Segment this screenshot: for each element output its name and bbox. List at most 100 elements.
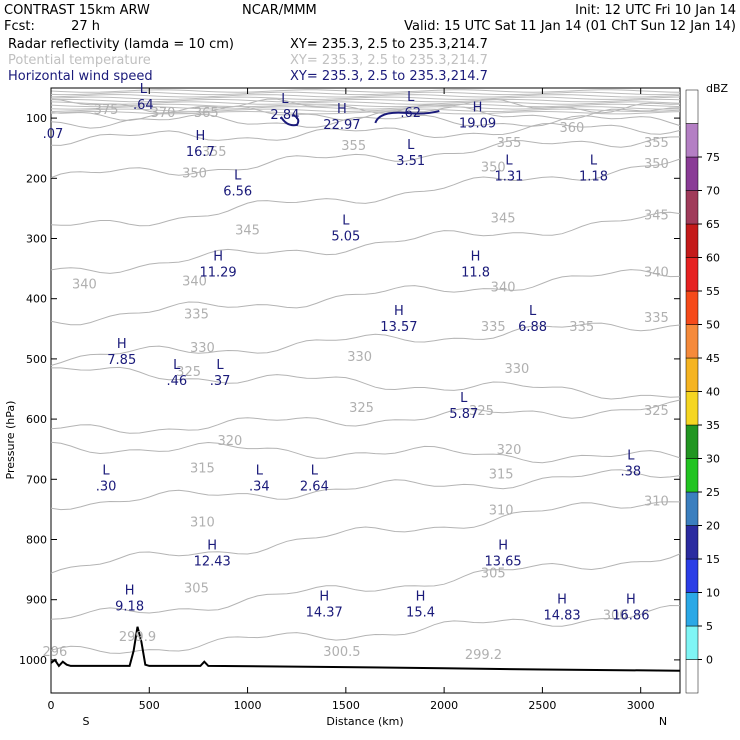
wind-extremum-kind: H: [626, 593, 636, 608]
colorbar-label: 20: [706, 520, 720, 533]
colorbar-swatch: [685, 458, 699, 493]
x-tick-label: 2000: [430, 699, 458, 712]
colorbar-swatch: [685, 558, 699, 593]
colorbar-label: 45: [706, 352, 720, 365]
isentrope-label: 370: [151, 106, 176, 121]
colorbar-label: 10: [706, 587, 720, 600]
isentrope-label: 330: [504, 362, 529, 377]
isentrope-label: 320: [217, 434, 242, 449]
wind-extremum-kind: L: [216, 358, 224, 373]
north-label: N: [659, 715, 667, 728]
isentrope-line: [50, 105, 681, 121]
isentrope-label: 299.9: [119, 630, 156, 645]
colorbar-label: 75: [706, 151, 720, 164]
isentrope-label: 345: [235, 223, 260, 238]
field-legend: Radar reflectivity (lamda = 10 cm) XY= 23…: [8, 37, 488, 84]
colorbar-swatch: [685, 190, 699, 225]
wind-extremum-kind: H: [195, 129, 205, 144]
x-tick-label: 3000: [627, 699, 655, 712]
isentrope-line: [50, 101, 681, 105]
isentrope-label: 335: [644, 311, 669, 326]
colorbar-swatch: [685, 123, 699, 158]
plot-frame: [50, 87, 681, 694]
isentrope-line: [51, 366, 681, 400]
isentrope-label: 310: [190, 515, 215, 530]
colorbar-swatch: [685, 357, 699, 392]
wind-extremum-kind: L: [407, 90, 415, 105]
colorbar-label: 0: [706, 654, 713, 667]
wind-extremum-value: .46: [166, 374, 187, 389]
org-title: NCAR/MMM: [242, 3, 317, 18]
wind-extremum-value: 1.31: [495, 169, 524, 184]
isentrope-line: [50, 108, 681, 113]
isentrope-label: 305: [481, 567, 506, 582]
wind-extremum-kind: H: [471, 250, 481, 265]
colorbar-swatch: [685, 89, 699, 124]
isentrope-label: 315: [190, 461, 215, 476]
wind-extremum-value: 2.64: [300, 479, 329, 494]
isentrope-label: 360: [559, 121, 584, 136]
wind-extremum-kind: L: [627, 448, 635, 463]
isentrope-label: 340: [644, 266, 669, 281]
wind-extremum-value: 7.85: [107, 353, 136, 368]
isentrope-label: 315: [489, 467, 514, 482]
isentrope-line: [50, 269, 681, 326]
valid-time: Valid: 15 UTC Sat 11 Jan 14 (01 ChT Sun …: [404, 19, 736, 34]
wind-extremum-kind: H: [416, 590, 426, 605]
wind-extremum-value: .07: [43, 127, 64, 142]
colorbar-swatch: [685, 625, 699, 660]
y-tick-label: 100: [26, 112, 47, 125]
isentrope-label: 345: [491, 211, 516, 226]
isentrope-label: 340: [72, 278, 97, 293]
isentrope-line: [50, 322, 681, 366]
colorbar-swatch: [685, 257, 699, 292]
wind-extremum-value: 11.8: [461, 266, 490, 281]
isentrope-lines: [50, 89, 681, 654]
x-axis-label: Distance (km): [326, 715, 403, 728]
isentrope-line: [50, 211, 681, 274]
colorbar-unit: dBZ: [706, 82, 729, 95]
wind-extremum-value: 12.43: [194, 555, 231, 570]
isentrope-label: 330: [190, 341, 215, 356]
isentrope-label: 310: [644, 494, 669, 509]
isentrope-line: [50, 98, 681, 103]
y-tick-label: 700: [26, 473, 47, 486]
colorbar-swatch: [685, 290, 699, 325]
colorbar-label: 35: [706, 419, 720, 432]
wind-extremum-value: 11.29: [199, 266, 236, 281]
colorbar-label: 55: [706, 285, 720, 298]
isentrope-label: 320: [497, 443, 522, 458]
colorbar-swatch: [685, 424, 699, 459]
x-tick-label: 1000: [234, 699, 262, 712]
y-tick-label: 900: [26, 594, 47, 607]
isentrope-line: [50, 110, 681, 115]
colorbar-label: 30: [706, 453, 720, 466]
y-axis-label: Pressure (hPa): [4, 401, 17, 480]
wind-extremum-kind: L: [529, 304, 537, 319]
terrain-surface: [50, 626, 681, 672]
isentrope-label: 330: [347, 350, 372, 365]
x-tick-label: 1500: [332, 699, 360, 712]
wind-extremum-value: .30: [96, 479, 117, 494]
colorbar-swatch: [685, 592, 699, 627]
wind-extremum-value: 13.57: [380, 320, 417, 335]
isentrope-line: [50, 94, 681, 98]
wind-extremum-value: 14.37: [306, 606, 343, 621]
x-tick-label: 0: [48, 699, 55, 712]
isentrope-line: [50, 501, 681, 574]
colorbar-swatch: [685, 324, 699, 359]
wind-extremum-kind: L: [173, 358, 181, 373]
colorbar-label: 60: [706, 252, 720, 265]
wind-extremum-value: 5.05: [331, 229, 360, 244]
isentrope-labels: 375 370 365 360 355 355 355 355 350 350 350 345 345 3…: [43, 103, 669, 663]
isentrope-line: [50, 136, 681, 179]
y-tick-label: 600: [26, 413, 47, 426]
reflectivity-contour: [280, 114, 300, 127]
wind-extremum-kind: H: [207, 539, 217, 554]
wind-extremum-value: 6.56: [223, 184, 252, 199]
wind-extremum-value: 16.7: [186, 145, 215, 160]
legend-name: Horizontal wind speed: [8, 69, 153, 84]
wind-extremum-kind: L: [311, 463, 319, 478]
isentrope-label: 325: [349, 401, 374, 416]
isentrope-line: [50, 604, 681, 654]
